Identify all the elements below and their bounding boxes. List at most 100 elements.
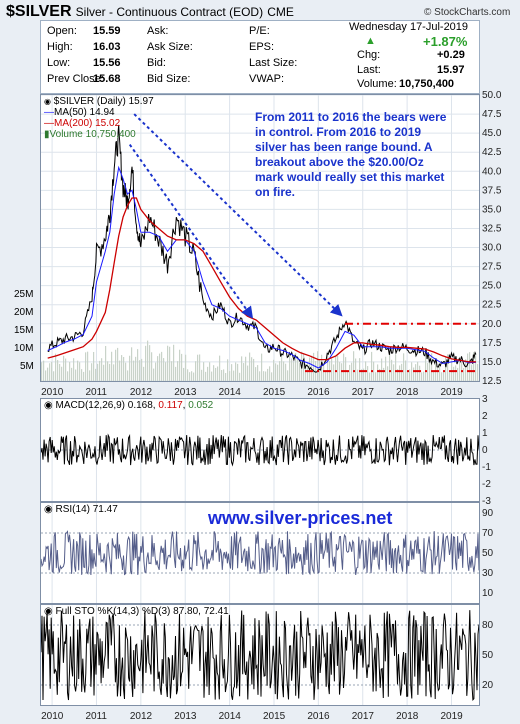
q-label: Last: bbox=[357, 64, 381, 76]
volume-bar bbox=[469, 352, 471, 381]
volume-bar bbox=[399, 365, 401, 381]
x-tick-label: 2010 bbox=[41, 711, 64, 722]
volume-bar bbox=[379, 368, 381, 381]
volume-bar bbox=[229, 371, 231, 381]
volume-bar bbox=[357, 369, 359, 381]
volume-bar bbox=[321, 354, 323, 381]
volume-bar bbox=[275, 363, 277, 381]
volume-bar bbox=[363, 368, 365, 381]
volume-bar bbox=[261, 353, 263, 381]
q-label: Bid: bbox=[147, 57, 166, 69]
q-value: 15.68 bbox=[93, 73, 121, 85]
x-tick-label: 2018 bbox=[396, 711, 419, 722]
volume-bar bbox=[131, 347, 133, 381]
eye-icon[interactable]: ◉ bbox=[44, 97, 51, 106]
volume-bar bbox=[327, 351, 329, 381]
vol-tick: 5M bbox=[20, 361, 34, 372]
volume-bar bbox=[395, 354, 397, 381]
volume-bar bbox=[421, 372, 423, 381]
volume-bar bbox=[359, 358, 361, 381]
brand-logo[interactable]: © StockCharts.com bbox=[424, 7, 511, 18]
volume-bar bbox=[427, 362, 429, 381]
volume-bar bbox=[463, 367, 465, 381]
volume-bar bbox=[195, 361, 197, 381]
macd-eye-icon[interactable]: ◉ bbox=[44, 400, 53, 411]
volume-bar bbox=[425, 356, 427, 381]
volume-bar bbox=[225, 372, 227, 381]
quote-table: Open: 15.59 High: 16.03 Low: 15.56 Prev … bbox=[40, 20, 480, 94]
x-tick-label: 2019 bbox=[440, 387, 463, 398]
q-value: +0.29 bbox=[437, 49, 465, 61]
volume-bar bbox=[435, 364, 437, 381]
volume-bar bbox=[99, 360, 101, 381]
volume-bar bbox=[135, 356, 137, 381]
sto-legend: ◉ Full STO %K(14,3) %D(3) 87.80, 72.41 bbox=[44, 606, 229, 617]
volume-bar bbox=[113, 364, 115, 381]
volume-bar bbox=[59, 363, 61, 381]
volume-bar bbox=[75, 369, 77, 381]
volume-bar bbox=[353, 351, 355, 381]
volume-bar bbox=[211, 371, 213, 381]
change-percent: +1.87% bbox=[423, 34, 468, 49]
y-tick-label: 12.5 bbox=[482, 376, 502, 387]
volume-bar bbox=[149, 345, 151, 381]
volume-bar bbox=[431, 353, 433, 381]
q-value: 15.97 bbox=[437, 64, 465, 76]
y-tick-label: 37.5 bbox=[482, 185, 502, 196]
volume-bar bbox=[189, 372, 191, 381]
volume-bar bbox=[381, 358, 383, 381]
volume-bar bbox=[221, 369, 223, 381]
volume-bar bbox=[383, 367, 385, 381]
trend-arrow bbox=[128, 143, 254, 319]
volume-bar bbox=[53, 371, 55, 381]
volume-bar bbox=[69, 362, 71, 381]
volume-bar bbox=[439, 364, 441, 381]
x-tick-label: 2015 bbox=[263, 711, 286, 722]
sto-eye-icon[interactable]: ◉ bbox=[44, 606, 53, 617]
volume-bar bbox=[167, 345, 169, 381]
rsi-eye-icon[interactable]: ◉ bbox=[44, 504, 53, 515]
volume-bar bbox=[73, 358, 75, 381]
volume-bar bbox=[205, 371, 207, 381]
macd-v2: 0.117 bbox=[158, 400, 183, 411]
q-value: 15.56 bbox=[93, 57, 121, 69]
volume-bar bbox=[295, 353, 297, 381]
volume-bar bbox=[233, 370, 235, 381]
volume-bar bbox=[121, 355, 123, 381]
vol-tick: 25M bbox=[14, 289, 34, 300]
volume-bar bbox=[313, 352, 315, 381]
volume-bar bbox=[429, 360, 431, 381]
volume-bar bbox=[245, 356, 247, 381]
volume-bar bbox=[213, 365, 215, 381]
volume-bar bbox=[337, 355, 339, 381]
volume-bar bbox=[237, 363, 239, 381]
volume-bar bbox=[157, 356, 159, 381]
volume-bar bbox=[179, 349, 181, 381]
volume-bar bbox=[475, 355, 477, 381]
y-tick-label: 30.0 bbox=[482, 243, 502, 254]
volume-bar bbox=[125, 362, 127, 381]
q-label: Volume: bbox=[357, 78, 397, 90]
volume-bar bbox=[277, 364, 279, 381]
volume-bar bbox=[315, 361, 317, 381]
volume-bar bbox=[471, 364, 473, 381]
volume-bar bbox=[79, 362, 81, 381]
volume-bar bbox=[433, 370, 435, 381]
legend-volume: Volume 10,750,400 bbox=[49, 129, 136, 140]
volume-bar bbox=[283, 361, 285, 381]
volume-bar bbox=[41, 362, 43, 381]
volume-bar bbox=[257, 365, 259, 381]
volume-bar bbox=[207, 366, 209, 381]
volume-bar bbox=[347, 371, 349, 381]
volume-bar bbox=[385, 356, 387, 381]
y-tick-label: -3 bbox=[482, 496, 491, 507]
rsi-series-line bbox=[40, 530, 480, 576]
volume-bar bbox=[409, 369, 411, 381]
volume-bar bbox=[473, 352, 475, 381]
y-tick-label: 50 bbox=[482, 548, 494, 559]
volume-bar bbox=[145, 345, 147, 381]
volume-bar bbox=[361, 369, 363, 381]
volume-bar bbox=[47, 367, 49, 381]
y-tick-label: 0 bbox=[482, 445, 488, 456]
volume-bar bbox=[65, 358, 67, 381]
